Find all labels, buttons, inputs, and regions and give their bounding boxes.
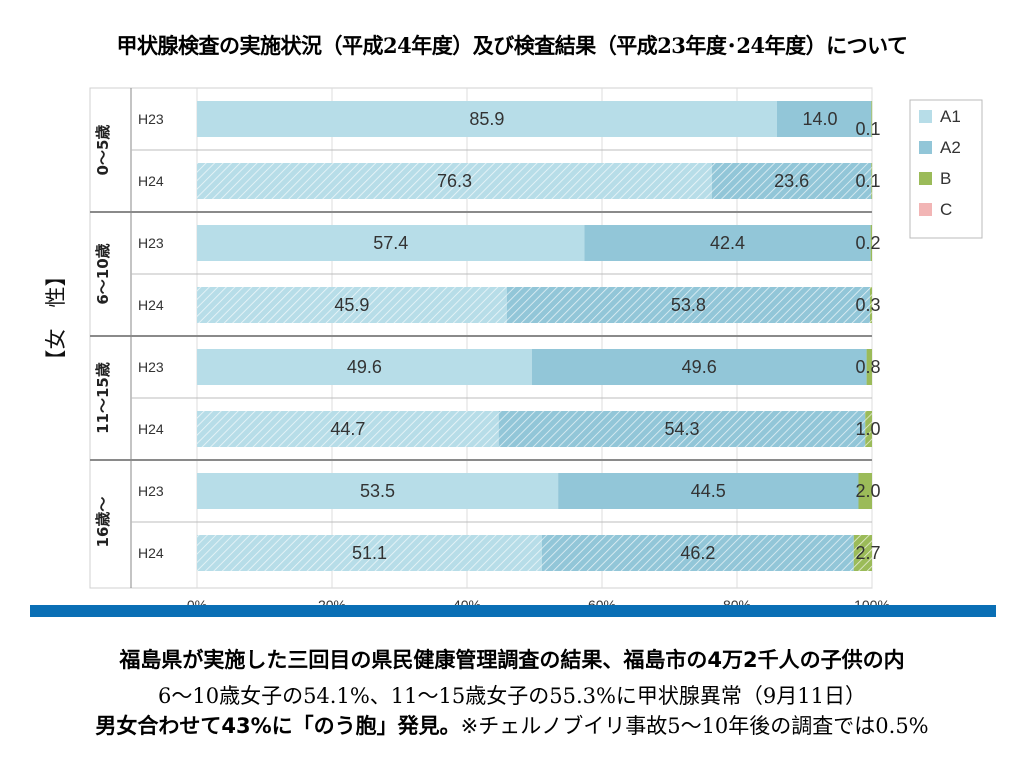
bar-segment-b	[866, 349, 872, 385]
data-label-a2: 49.6	[682, 357, 717, 377]
legend-label-c: C	[940, 200, 952, 219]
data-label-a1: 45.9	[334, 295, 369, 315]
row-label: H24	[138, 173, 164, 189]
legend-swatch-a2	[919, 141, 932, 154]
row-label: H23	[138, 359, 164, 375]
data-label-a1: 57.4	[373, 233, 408, 253]
legend-swatch-c	[919, 203, 932, 216]
bar-segment-a2	[558, 473, 859, 509]
data-label-a1: 53.5	[360, 481, 395, 501]
data-label-b: 2.0	[855, 481, 880, 501]
legend-label-a2: A2	[940, 138, 961, 157]
data-label-a2: 14.0	[802, 109, 837, 129]
bar-segment-a1	[197, 101, 777, 137]
row-label: H24	[138, 421, 164, 437]
bar-segment-a1	[197, 473, 559, 509]
bar-segment-a2	[584, 225, 871, 261]
row-label: H23	[138, 111, 164, 127]
bar-segment-a1	[197, 225, 585, 261]
bar-hatch-a1	[197, 287, 507, 323]
legend-label-a1: A1	[940, 107, 961, 126]
bar-segment-b	[858, 473, 872, 509]
bar-segment-a1	[197, 349, 532, 385]
data-label-a1: 49.6	[347, 357, 382, 377]
data-label-a1: 51.1	[352, 543, 387, 563]
data-label-b: 0.8	[855, 357, 880, 377]
bar-hatch-b	[865, 411, 872, 447]
data-label-a2: 23.6	[774, 171, 809, 191]
bar-hatch-a2	[506, 287, 870, 323]
data-label-a2: 44.5	[691, 481, 726, 501]
data-label-b: 0.2	[855, 233, 880, 253]
caption-line-3: 男女合わせて43%に「のう胞」発見。※チェルノブイリ事故5～10年後の調査では0…	[0, 710, 1024, 740]
row-label: H23	[138, 235, 164, 251]
data-label-a2: 42.4	[710, 233, 745, 253]
caption-line-2: 6～10歳女子の54.1%、11～15歳女子の55.3%に甲状腺異常（9月11日…	[157, 684, 867, 708]
caption-line-3-bold: 男女合わせて43%に「のう胞」発見。	[95, 714, 461, 738]
page-title: 甲状腺検査の実施状況（平成24年度）及び検査結果（平成23年度･24年度）につい…	[116, 33, 908, 58]
data-label-a2: 54.3	[664, 419, 699, 439]
data-label-a2: 53.8	[671, 295, 706, 315]
bar-hatch-a2	[712, 163, 872, 199]
legend-swatch-b	[919, 172, 932, 185]
bar-hatch-b	[853, 535, 872, 571]
legend-label-b: B	[940, 169, 951, 188]
bar-hatch-a1	[197, 163, 713, 199]
blue-divider	[30, 605, 996, 617]
row-label: H24	[138, 297, 164, 313]
stacked-bar-chart: 0%20%40%60%80%100%0～5歳H2385.914.00.1H247…	[44, 87, 983, 613]
age-group-label: 6～10歳	[94, 243, 112, 304]
row-label: H24	[138, 545, 164, 561]
data-label-a1: 85.9	[469, 109, 504, 129]
caption-line-1: 福島県が実施した三回目の県民健康管理調査の結果、福島市の4万2千人の子供の内	[119, 648, 905, 672]
data-label-b: 0.3	[855, 295, 880, 315]
bar-hatch-a2	[498, 411, 866, 447]
age-group-label: 11～15歳	[94, 362, 112, 434]
data-label-b: 0.1	[855, 171, 880, 191]
bar-hatch-b	[871, 163, 873, 199]
sex-label: 【女 性】	[44, 266, 68, 371]
row-label: H23	[138, 483, 164, 499]
bar-hatch-a2	[541, 535, 854, 571]
age-group-label: 0～5歳	[94, 125, 112, 176]
data-label-a1: 44.7	[330, 419, 365, 439]
data-label-b: 2.7	[855, 543, 880, 563]
bar-hatch-b	[869, 287, 872, 323]
caption-line-3-note: ※チェルノブイリ事故5～10年後の調査では0.5%	[460, 714, 929, 738]
age-group-label: 16歳～	[94, 497, 112, 548]
data-label-a1: 76.3	[437, 171, 472, 191]
data-label-a2: 46.2	[680, 543, 715, 563]
bar-hatch-a1	[197, 411, 499, 447]
bar-segment-a2	[776, 101, 872, 137]
data-label-b: 0.1	[855, 119, 880, 139]
bar-hatch-a1	[197, 535, 542, 571]
legend-swatch-a1	[919, 110, 932, 123]
bar-segment-b	[871, 101, 873, 137]
bar-segment-a2	[531, 349, 867, 385]
data-label-b: 1.0	[855, 419, 880, 439]
bar-segment-b	[870, 225, 872, 261]
